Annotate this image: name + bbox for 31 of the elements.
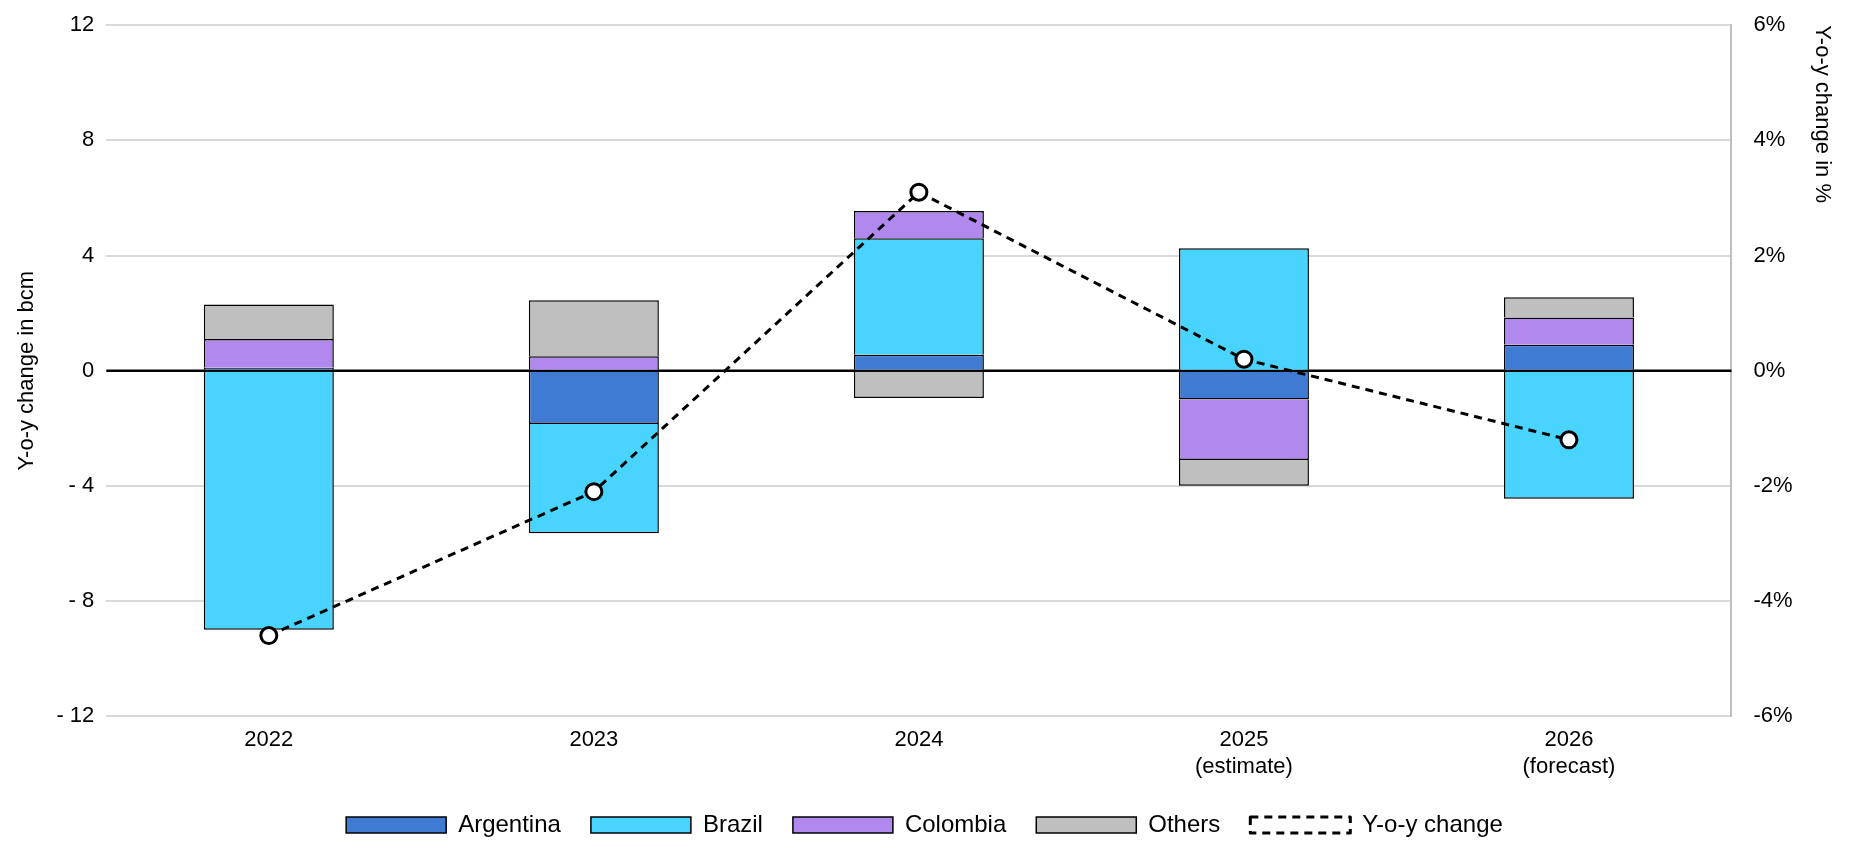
x-tick-label: 2023 [569, 726, 619, 752]
y-tick-label: 8 [82, 126, 95, 152]
point [1234, 349, 1254, 369]
y2-tick-label: -2% [1753, 471, 1793, 497]
x-tick-label: 2025 (estimate) [1195, 726, 1293, 778]
y2-axis-title: Y-o-y change in % [1810, 25, 1836, 203]
y-tick-label: - 8 [68, 587, 95, 613]
y2-tick-label: 6% [1753, 11, 1786, 37]
y2-tick-label: 0% [1753, 356, 1786, 382]
y2-tick-label: -6% [1753, 702, 1793, 728]
x-tick-label: 2024 [894, 726, 944, 752]
y-tick-label: 4 [82, 241, 95, 267]
y-axis-title: Y-o-y change in bcm [13, 270, 39, 471]
legend-label: Others [1148, 809, 1221, 837]
y2-tick-label: -4% [1753, 587, 1793, 613]
legend-label: Brazil [702, 809, 763, 837]
point [1559, 430, 1579, 450]
legend-label: Y-o-y change [1362, 809, 1503, 837]
legend-label: Colombia [904, 809, 1007, 837]
y-tick-label: - 4 [68, 471, 95, 497]
y-tick-label: - 12 [56, 702, 95, 728]
point [259, 626, 279, 646]
y-tick-label: 12 [69, 11, 95, 37]
y2-tick-label: 2% [1753, 241, 1786, 267]
point [909, 182, 929, 202]
x-tick-label: 2026 (forecast) [1522, 726, 1616, 778]
y-tick-label: 0 [82, 356, 95, 382]
x-tick-label: 2022 [244, 726, 294, 752]
legend-label: Argentina [458, 809, 562, 837]
point [584, 482, 604, 502]
y2-tick-label: 4% [1753, 126, 1786, 152]
